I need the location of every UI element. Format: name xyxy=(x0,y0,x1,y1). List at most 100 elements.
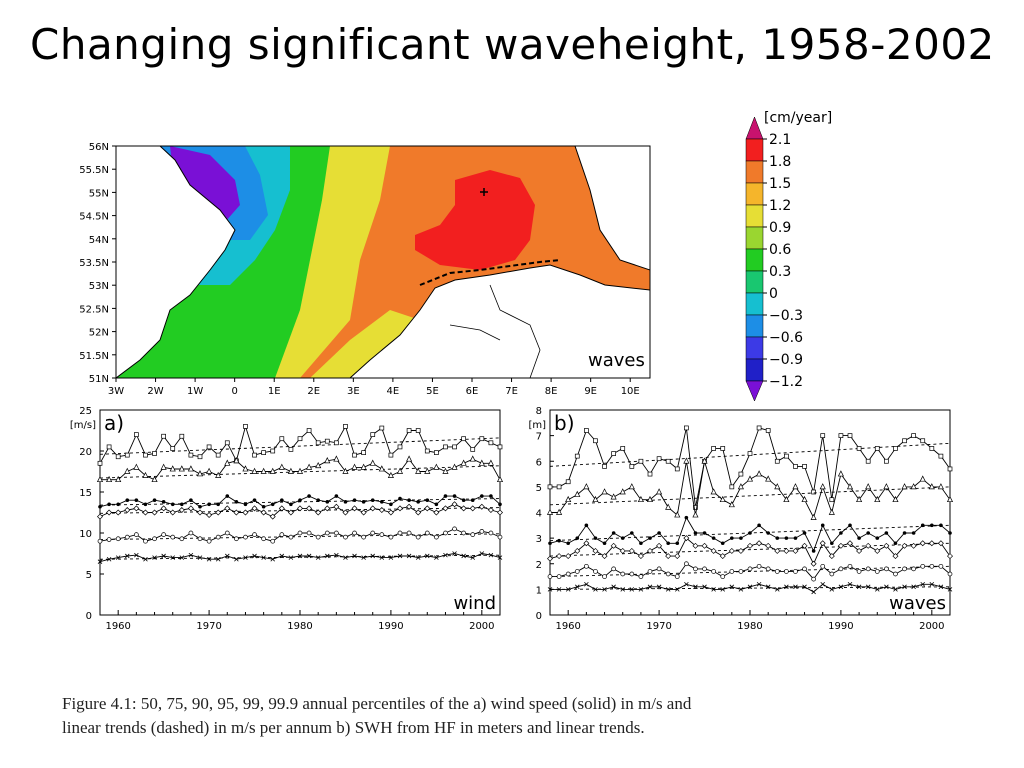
colorbar: [cm/year] 2.1 1.8 1.5 1.2 0.9 0.6 0.3 0 −0.3 −0.6… xyxy=(745,110,832,402)
colorbar-box xyxy=(745,292,764,316)
data-point xyxy=(711,536,716,540)
data-point xyxy=(160,463,167,470)
data-point xyxy=(188,452,194,458)
data-point xyxy=(802,584,807,590)
data-point xyxy=(893,571,898,577)
data-point xyxy=(406,428,412,433)
data-point xyxy=(406,503,413,510)
data-point xyxy=(169,509,176,516)
data-point xyxy=(278,463,285,470)
colorbar-label: 1.8 xyxy=(769,154,791,170)
data-point xyxy=(720,574,726,579)
data-point xyxy=(638,574,644,579)
data-point xyxy=(611,566,616,572)
data-point xyxy=(333,455,340,462)
data-point xyxy=(911,584,916,590)
y-tick-label: 20 xyxy=(79,447,92,458)
data-point xyxy=(351,505,358,512)
data-point xyxy=(938,453,944,459)
data-point xyxy=(187,465,194,472)
data-point xyxy=(415,428,421,433)
y-tick-label: 5 xyxy=(86,570,92,581)
data-point xyxy=(739,536,743,540)
data-point xyxy=(479,436,485,442)
data-point xyxy=(629,571,635,577)
data-point xyxy=(628,483,635,490)
colorbar-box xyxy=(745,160,764,184)
data-point xyxy=(838,566,844,572)
data-point xyxy=(946,495,954,503)
data-point xyxy=(919,475,926,482)
data-point xyxy=(711,446,716,451)
data-point xyxy=(270,448,276,454)
data-point xyxy=(646,495,654,503)
land-continent xyxy=(349,264,650,378)
data-point xyxy=(756,581,762,587)
y-tick-label: 5 xyxy=(536,483,542,494)
data-point xyxy=(810,513,817,520)
data-point xyxy=(497,509,503,516)
lon-tick-label: 1E xyxy=(268,386,281,397)
data-point xyxy=(857,536,861,540)
x-tick-label: 1980 xyxy=(287,621,312,632)
colorbar-label: −0.3 xyxy=(769,308,803,324)
data-point xyxy=(765,542,772,549)
data-point xyxy=(333,503,340,510)
data-point xyxy=(702,584,707,590)
data-point xyxy=(252,498,257,502)
caption-line-2: linear trends (dashed) in m/s per annum … xyxy=(62,718,645,737)
data-point xyxy=(702,531,707,535)
lat-tick-label: 53N xyxy=(89,281,109,292)
data-point xyxy=(488,440,494,446)
data-point xyxy=(948,531,952,535)
data-point xyxy=(684,425,689,431)
data-point xyxy=(406,455,413,462)
data-point xyxy=(774,569,780,574)
data-point xyxy=(810,560,817,567)
data-point xyxy=(369,459,376,466)
data-point xyxy=(315,555,321,560)
data-point xyxy=(711,569,716,574)
data-point xyxy=(124,553,130,559)
data-point xyxy=(496,475,504,483)
data-point xyxy=(602,574,607,579)
data-point xyxy=(747,451,753,456)
data-point xyxy=(134,432,139,437)
waves-chart: 0 1 2 3 4 5 6 7 8 1960 1970 1980 1990 2000 [m] b) waves xyxy=(528,406,954,632)
data-point xyxy=(243,424,248,429)
data-point xyxy=(593,536,598,540)
data-point xyxy=(288,555,294,560)
lat-tick-label: 52.5N xyxy=(79,304,109,315)
data-point xyxy=(97,559,103,564)
trend-line xyxy=(99,437,501,455)
colorbar-boxes xyxy=(745,116,764,402)
data-point xyxy=(298,498,302,502)
data-point xyxy=(947,571,953,577)
data-point xyxy=(351,463,358,470)
map-zone-yellow-south xyxy=(310,310,420,378)
data-point xyxy=(601,553,608,560)
colorbar-box xyxy=(745,226,764,250)
data-point xyxy=(774,458,780,464)
data-point xyxy=(134,498,139,502)
data-point xyxy=(497,534,503,540)
data-point xyxy=(639,541,643,546)
y-tick-label: 25 xyxy=(79,406,92,417)
data-point xyxy=(443,494,448,498)
data-point xyxy=(729,569,735,574)
data-point xyxy=(792,547,799,554)
panel-label: a) xyxy=(104,411,124,435)
data-point xyxy=(269,513,276,520)
data-point xyxy=(224,530,230,536)
data-point xyxy=(593,438,598,444)
data-point xyxy=(143,452,148,458)
data-point xyxy=(469,505,476,512)
data-point xyxy=(847,540,853,547)
data-point xyxy=(324,553,330,559)
data-point xyxy=(884,566,889,572)
data-point xyxy=(693,531,698,535)
data-point xyxy=(415,467,422,474)
data-point xyxy=(124,507,131,514)
data-point xyxy=(343,500,348,504)
data-point xyxy=(461,553,466,559)
